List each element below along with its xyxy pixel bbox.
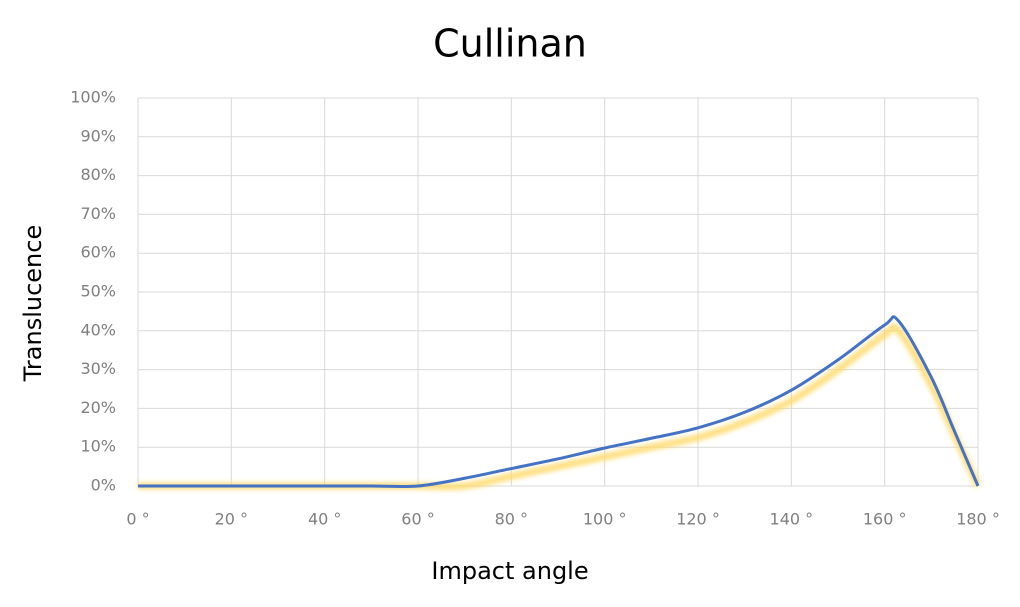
y-tick-label: 30% [80,359,116,378]
y-tick-label: 0% [91,476,116,495]
y-axis-label: Translucence [19,225,47,382]
x-tick-label: 100 ° [583,510,627,529]
y-tick-label: 100% [70,88,116,107]
x-tick-label: 160 ° [863,510,907,529]
y-tick-label: 70% [80,204,116,223]
line [138,315,980,489]
x-tick-label: 60 ° [401,510,434,529]
grid [137,97,979,487]
x-tick-label: 40 ° [308,510,341,529]
y-tick-label: 20% [80,398,116,417]
y-tick-label: 80% [80,165,116,184]
y-tick-label: 90% [80,126,116,145]
x-tick-label: 180 ° [956,510,1000,529]
y-tick-label: 40% [80,320,116,339]
y-tick-label: 60% [80,243,116,262]
x-tick-label: 140 ° [770,510,814,529]
plot [138,315,982,491]
x-axis-label: Impact angle [431,557,588,585]
chart-title: Cullinan [433,22,587,66]
y-tick-label: 50% [80,282,116,301]
y-tick-label: 10% [80,437,116,456]
x-tick-label: 20 ° [215,510,248,529]
x-tick-label: 120 ° [676,510,720,529]
x-tick-label: 80 ° [495,510,528,529]
x-tick-label: 0 ° [126,510,149,529]
